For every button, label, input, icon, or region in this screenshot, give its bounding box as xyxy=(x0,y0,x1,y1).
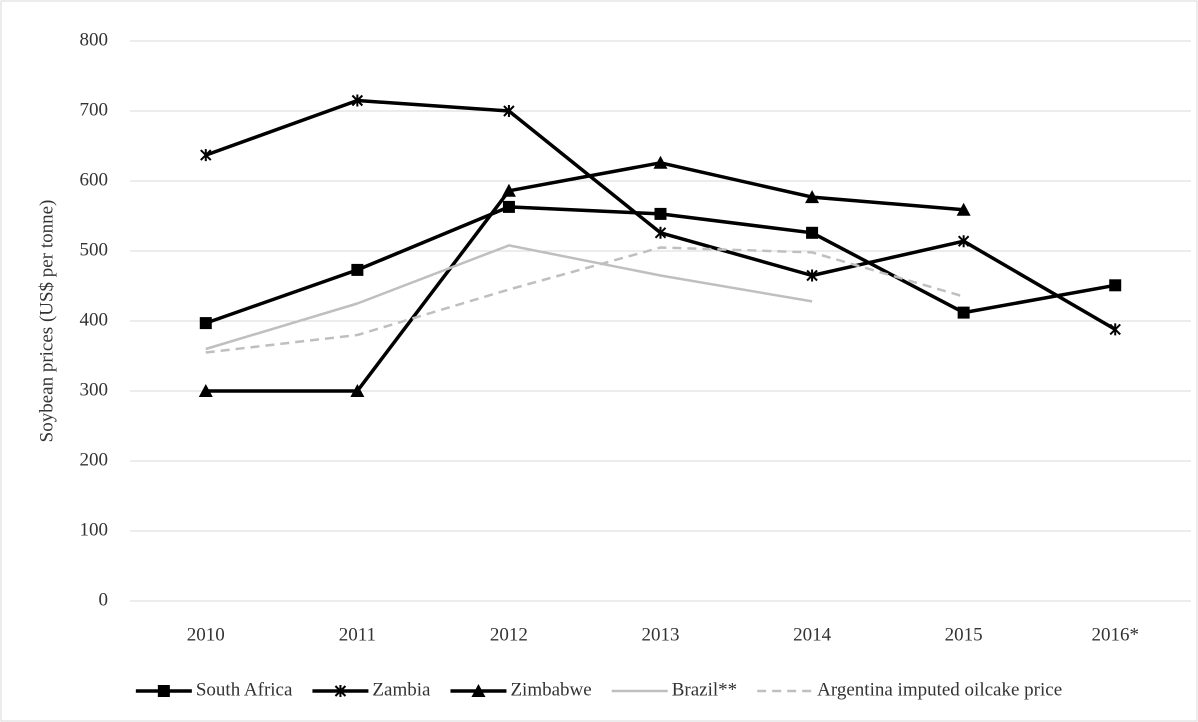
marker xyxy=(351,94,364,107)
series-line xyxy=(205,244,813,351)
marker xyxy=(956,202,971,216)
y-tick-label: 200 xyxy=(80,449,109,470)
legend-label: South Africa xyxy=(196,679,293,700)
marker xyxy=(501,183,516,197)
x-tick-label: 2014 xyxy=(793,624,832,645)
y-tick-label: 0 xyxy=(99,589,109,610)
marker xyxy=(1109,279,1122,292)
marker xyxy=(806,226,819,239)
series-line xyxy=(205,161,964,393)
marker xyxy=(653,155,668,169)
legend-marker xyxy=(471,684,486,697)
y-tick-label: 500 xyxy=(80,239,109,260)
marker xyxy=(200,149,212,162)
marker xyxy=(199,317,212,330)
marker xyxy=(503,105,515,117)
x-tick-label: 2013 xyxy=(642,624,680,645)
y-tick-label: 600 xyxy=(80,169,109,190)
marker xyxy=(351,263,364,276)
x-tick-label: 2015 xyxy=(945,624,983,645)
y-tick-label: 300 xyxy=(80,379,109,400)
x-tick-label: 2016* xyxy=(1091,624,1139,645)
legend-label: Zambia xyxy=(372,679,431,700)
marker xyxy=(957,235,970,248)
marker xyxy=(806,269,818,282)
marker xyxy=(502,200,515,213)
legend-marker xyxy=(157,685,170,697)
marker xyxy=(805,190,820,204)
legend-label: Brazil** xyxy=(672,679,737,700)
y-tick-label: 700 xyxy=(80,99,109,120)
series-line xyxy=(205,246,964,354)
marker xyxy=(350,384,365,397)
x-tick-label: 2011 xyxy=(339,624,376,645)
marker xyxy=(1109,323,1121,336)
marker xyxy=(957,306,970,319)
marker xyxy=(654,207,667,220)
x-tick-label: 2010 xyxy=(187,624,225,645)
legend-marker xyxy=(334,685,347,697)
legend-label: Zimbabwe xyxy=(510,679,591,700)
marker xyxy=(654,226,667,239)
y-tick-label: 400 xyxy=(80,309,109,330)
marker xyxy=(198,384,213,397)
y-axis-label: Soybean prices (US$ per tonne) xyxy=(36,200,57,443)
y-tick-label: 100 xyxy=(80,519,109,540)
y-tick-label: 800 xyxy=(80,29,109,50)
x-tick-label: 2012 xyxy=(490,624,528,645)
legend-label: Argentina imputed oilcake price xyxy=(817,679,1062,700)
